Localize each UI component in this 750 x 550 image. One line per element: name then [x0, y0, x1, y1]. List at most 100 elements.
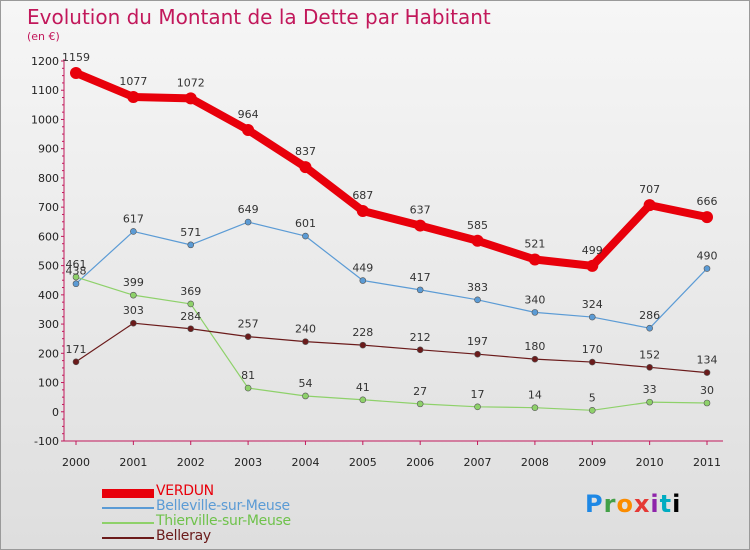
data-point-thierville-sur-meuse [130, 291, 137, 299]
data-point-belleray [646, 364, 653, 371]
data-label-verdun: 666 [697, 195, 718, 208]
legend-label: Belleray [156, 528, 211, 544]
y-tick-label: 100 [38, 377, 59, 390]
logo-letter: t [659, 490, 673, 518]
x-tick-label: 2000 [62, 456, 90, 469]
data-label-belleray: 170 [582, 343, 603, 356]
x-tick-label: 2006 [406, 456, 434, 469]
x-tick-label: 2007 [464, 456, 492, 469]
data-label-belleville-sur-meuse: 617 [123, 212, 144, 225]
legend-swatch [102, 537, 154, 539]
data-point-belleray [302, 338, 309, 345]
data-label-verdun: 499 [582, 244, 603, 257]
legend-label: VERDUN [156, 483, 214, 499]
data-point-thierville-sur-meuse [359, 396, 367, 404]
data-point-verdun [356, 204, 369, 217]
series-line-thierville-sur-meuse [75, 276, 708, 411]
x-tick-label: 2001 [119, 456, 147, 469]
data-point-belleville-sur-meuse [302, 232, 309, 240]
x-tick-label: 2005 [349, 456, 377, 469]
data-point-belleville-sur-meuse [244, 218, 252, 226]
logo-letter: i [650, 490, 660, 518]
data-label-belleville-sur-meuse: 417 [410, 271, 431, 284]
legend-label: Belleville-sur-Meuse [156, 498, 290, 514]
data-point-verdun [242, 123, 255, 136]
x-tick-label: 2004 [291, 456, 319, 469]
data-point-belleray [474, 350, 481, 358]
y-tick-label: 300 [38, 318, 59, 331]
y-tick-label: 400 [38, 289, 59, 302]
y-tick-label: 900 [38, 143, 59, 156]
data-point-verdun [127, 90, 140, 103]
data-point-belleville-sur-meuse [130, 228, 137, 235]
data-label-belleville-sur-meuse: 324 [582, 298, 603, 311]
data-point-belleville-sur-meuse [588, 313, 596, 321]
data-label-belleray: 152 [639, 348, 660, 361]
logo-letter: P [585, 490, 604, 518]
x-tick-label: 2002 [177, 456, 205, 469]
data-label-belleray: 212 [410, 331, 431, 344]
data-point-belleray [416, 346, 424, 354]
data-point-belleville-sur-meuse [187, 241, 195, 249]
data-point-belleville-sur-meuse [703, 265, 711, 272]
data-label-belleville-sur-meuse: 490 [697, 250, 718, 263]
proxiti-logo: Proxiti [585, 490, 681, 518]
data-label-belleville-sur-meuse: 340 [524, 293, 545, 306]
x-tick-label: 2008 [521, 456, 549, 469]
data-label-belleray: 171 [66, 343, 87, 356]
data-label-belleville-sur-meuse: 383 [467, 281, 488, 294]
y-tick-label: 1200 [31, 55, 59, 68]
logo-letter: o [616, 490, 634, 518]
axes: -100 0 100 200 300 400 500 600 700 800 900 1000 1100… [31, 55, 723, 469]
legend-label: Thierville-sur-Meuse [156, 513, 291, 529]
data-label-belleray: 240 [295, 323, 316, 336]
data-label-thierville-sur-meuse: 461 [66, 258, 87, 271]
series-lines [70, 66, 713, 414]
data-label-belleray: 197 [467, 335, 488, 348]
data-point-verdun [299, 161, 312, 174]
data-point-thierville-sur-meuse [72, 273, 80, 281]
series-line-belleville-sur-meuse [75, 221, 708, 329]
data-label-thierville-sur-meuse: 33 [643, 383, 657, 396]
y-tick-label: 1100 [31, 84, 59, 97]
data-label-belleville-sur-meuse: 601 [295, 217, 316, 230]
data-label-belleray: 284 [180, 310, 201, 323]
data-label-belleville-sur-meuse: 438 [66, 265, 87, 278]
data-label-verdun: 707 [639, 183, 660, 196]
data-label-verdun: 1072 [177, 76, 205, 89]
data-label-belleville-sur-meuse: 449 [352, 262, 373, 275]
data-point-belleray [531, 355, 539, 363]
data-label-verdun: 1077 [119, 75, 147, 88]
data-point-verdun [586, 259, 599, 272]
data-point-belleville-sur-meuse [416, 286, 424, 294]
data-point-belleray [187, 325, 195, 333]
data-label-verdun: 837 [295, 145, 316, 158]
series-line-verdun [72, 68, 711, 270]
data-point-belleray [588, 358, 596, 366]
data-point-thierville-sur-meuse [531, 404, 539, 411]
y-tick-label: 500 [38, 260, 59, 273]
data-point-belleville-sur-meuse [531, 309, 539, 316]
data-label-thierville-sur-meuse: 399 [123, 276, 144, 289]
data-label-belleville-sur-meuse: 571 [180, 226, 201, 239]
data-label-belleray: 257 [238, 318, 259, 331]
y-tick-label: 600 [38, 230, 59, 243]
data-label-thierville-sur-meuse: 41 [356, 381, 370, 394]
data-label-belleville-sur-meuse: 649 [238, 203, 259, 216]
data-point-thierville-sur-meuse [588, 407, 596, 414]
y-tick-label: 700 [38, 201, 59, 214]
data-label-verdun: 964 [238, 108, 259, 121]
data-point-verdun [184, 92, 197, 105]
legend-swatch [102, 522, 154, 524]
unit-label: (en €) [27, 30, 60, 43]
data-point-thierville-sur-meuse [474, 403, 481, 411]
logo-letter: i [672, 490, 682, 518]
data-label-thierville-sur-meuse: 54 [298, 377, 312, 390]
data-point-belleville-sur-meuse [72, 280, 80, 288]
data-point-verdun [643, 199, 656, 212]
data-label-belleville-sur-meuse: 286 [639, 309, 660, 322]
data-point-belleray [703, 369, 711, 376]
data-point-thierville-sur-meuse [416, 400, 424, 408]
